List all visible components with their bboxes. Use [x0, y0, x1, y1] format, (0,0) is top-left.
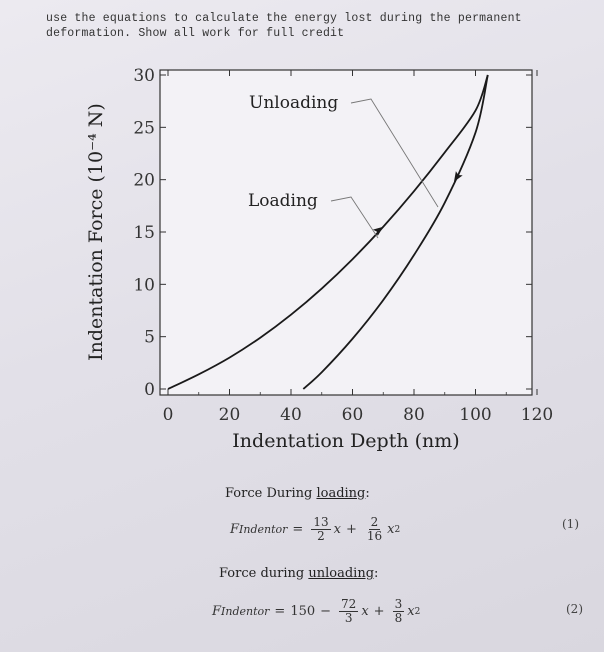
- y-tick-label-1: 5: [144, 328, 155, 348]
- eq2-f2-den: 8: [394, 611, 403, 625]
- eq2-lhs: F: [212, 604, 222, 619]
- annotation-loading: Loading: [248, 191, 318, 211]
- annotation-loading-leader: [330, 196, 379, 239]
- eq1-lhs-sub: Indentor: [239, 523, 288, 536]
- x-tick-label-2: 40: [280, 405, 302, 425]
- instructions-line-1: use the equations to calculate the energ…: [46, 12, 522, 25]
- y-tick-label-3: 15: [133, 223, 155, 243]
- annotation-unloading-leader: [350, 98, 439, 208]
- eq2-plus: +: [373, 604, 385, 619]
- eq1-plus: +: [345, 522, 357, 537]
- y-axis-label: Indentation Force (10⁻⁴ N): [85, 103, 107, 361]
- force-depth-chart: 0 20 40 60 80 100 120 0 5 10 15 20 25 30 Unloading Loa…: [85, 66, 553, 452]
- loading-direction-arrow: [372, 226, 384, 236]
- x-axis-label: Indentation Depth (nm): [232, 430, 459, 452]
- loading-title-suffix: :: [365, 486, 370, 501]
- eq2-fraction-1: 72 3: [339, 597, 359, 625]
- plot-frame: [159, 69, 533, 396]
- x-tick-label-0: 0: [163, 405, 174, 425]
- eq1-f2-num: 2: [368, 515, 381, 530]
- eq2-term1: x: [361, 604, 369, 619]
- eq2-minus: −: [320, 604, 332, 619]
- eq1-equals: =: [292, 522, 304, 537]
- eq1-number: (1): [562, 517, 579, 531]
- x-tick-label-3: 60: [342, 405, 364, 425]
- y-tick-label-4: 20: [133, 171, 155, 191]
- eq1-fraction-2: 2 16: [365, 516, 384, 543]
- eq2-f1-num: 72: [339, 597, 359, 612]
- x-tick-label-5: 100: [459, 405, 491, 425]
- eq2-term2-exp: 2: [414, 606, 421, 617]
- eq1-fraction-1: 13 2: [311, 515, 331, 543]
- loading-section-title: Force During loading:: [225, 486, 370, 501]
- x-tick-label-1: 20: [219, 405, 241, 425]
- eq2-number: (2): [566, 602, 583, 616]
- eq2-fraction-2: 3 8: [392, 597, 405, 625]
- eq2-f1-den: 3: [344, 611, 353, 625]
- eq1-lhs: F: [230, 522, 240, 537]
- eq1-term2: x: [387, 522, 395, 537]
- eq2-equals: =: [274, 604, 286, 619]
- x-tick-label-4: 80: [403, 405, 425, 425]
- y-tick-label-0: 0: [144, 380, 155, 400]
- eq1-term1: x: [333, 522, 341, 537]
- unloading-title-suffix: :: [374, 566, 379, 581]
- eq2-term2: x: [407, 604, 415, 619]
- eq1-f1-num: 13: [311, 515, 331, 530]
- instructions-line-2: deformation. Show all work for full cred…: [46, 27, 345, 40]
- y-tick-label-5: 25: [133, 118, 155, 138]
- series-line-unloading: [302, 74, 489, 390]
- eq2-const: 150: [290, 604, 316, 619]
- y-tick-label-6: 30: [133, 66, 155, 86]
- x-tick-label-6: 120: [521, 405, 553, 425]
- loading-title-word: loading: [316, 486, 366, 501]
- eq2-lhs-sub: Indentor: [221, 605, 270, 618]
- annotation-unloading: Unloading: [249, 93, 338, 113]
- unloading-direction-arrow: [453, 171, 463, 182]
- y-tick-label-2: 10: [133, 275, 155, 295]
- eq1-f1-den: 2: [317, 529, 325, 543]
- unloading-title-word: unloading: [308, 566, 375, 581]
- series-line-loading: [167, 74, 489, 390]
- eq2-f2-num: 3: [392, 597, 405, 612]
- eq1-f2-den: 16: [366, 529, 383, 543]
- eq1-term2-exp: 2: [394, 524, 401, 535]
- unloading-section-title: Force during unloading:: [219, 566, 378, 581]
- unloading-title-prefix: Force during: [219, 566, 309, 581]
- instructions: use the equations to calculate the energ…: [46, 11, 566, 41]
- loading-title-prefix: Force During: [225, 486, 317, 501]
